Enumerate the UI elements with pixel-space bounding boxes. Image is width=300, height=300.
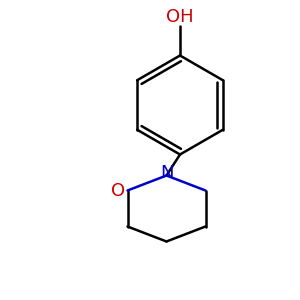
Text: N: N bbox=[160, 164, 173, 182]
Text: O: O bbox=[111, 182, 126, 200]
Text: OH: OH bbox=[166, 8, 194, 26]
